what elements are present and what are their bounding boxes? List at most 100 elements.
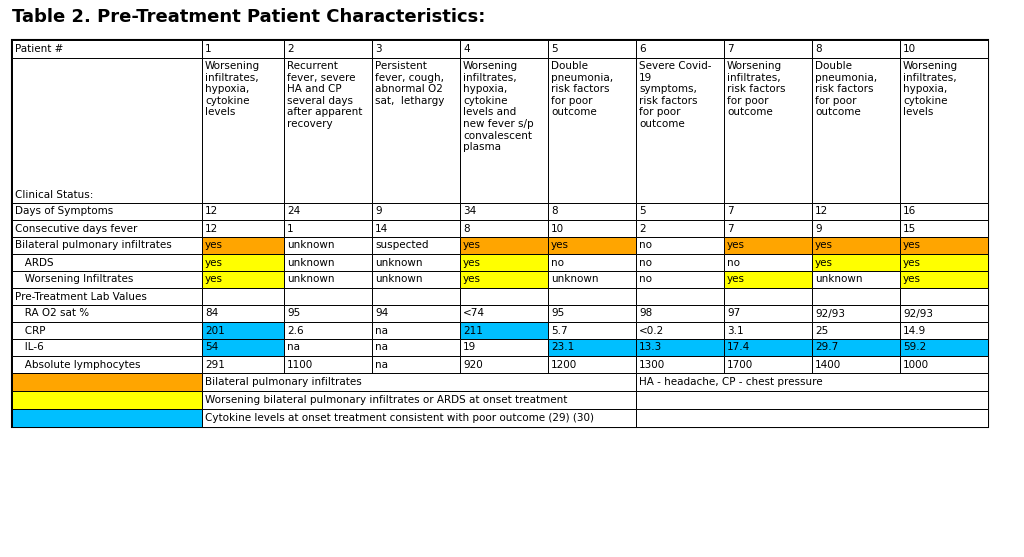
Bar <box>460 271 548 288</box>
Bar <box>202 40 284 58</box>
Text: 15: 15 <box>903 223 916 233</box>
Text: 95: 95 <box>287 309 300 319</box>
Text: na: na <box>375 343 388 353</box>
Bar <box>12 271 202 288</box>
Bar <box>372 356 460 373</box>
Text: yes: yes <box>727 241 745 251</box>
Bar <box>900 322 988 339</box>
Bar <box>372 322 460 339</box>
Bar <box>372 203 460 220</box>
Text: 4: 4 <box>463 44 470 54</box>
Bar <box>636 271 724 288</box>
Text: <0.2: <0.2 <box>639 325 665 335</box>
Text: 201: 201 <box>205 325 224 335</box>
Text: 3.1: 3.1 <box>727 325 743 335</box>
Bar <box>460 322 548 339</box>
Text: unknown: unknown <box>551 275 598 285</box>
Text: no: no <box>639 275 652 285</box>
Bar <box>460 254 548 271</box>
Text: 211: 211 <box>463 325 483 335</box>
Bar <box>12 288 202 305</box>
Bar <box>724 40 812 58</box>
Text: yes: yes <box>463 257 481 267</box>
Bar <box>202 288 284 305</box>
Bar <box>372 271 460 288</box>
Bar <box>812 305 900 322</box>
Text: 92/93: 92/93 <box>815 309 845 319</box>
Text: 1200: 1200 <box>551 359 578 369</box>
Text: no: no <box>727 257 740 267</box>
Text: <74: <74 <box>463 309 485 319</box>
Text: unknown: unknown <box>287 241 335 251</box>
Bar <box>724 356 812 373</box>
Text: Persistent
fever, cough,
abnormal O2
sat,  lethargy: Persistent fever, cough, abnormal O2 sat… <box>375 61 444 106</box>
Text: 23.1: 23.1 <box>551 343 574 353</box>
Bar <box>12 356 202 373</box>
Text: 1100: 1100 <box>287 359 313 369</box>
Bar <box>636 288 724 305</box>
Text: 7: 7 <box>727 223 733 233</box>
Bar <box>460 237 548 254</box>
Text: na: na <box>287 343 300 353</box>
Bar <box>812 220 900 237</box>
Text: 97: 97 <box>727 309 740 319</box>
Text: Worsening
infiltrates,
hypoxia,
cytokine
levels and
new fever s/p
convalescent
p: Worsening infiltrates, hypoxia, cytokine… <box>463 61 534 152</box>
Text: Worsening bilateral pulmonary infiltrates or ARDS at onset treatment: Worsening bilateral pulmonary infiltrate… <box>205 395 567 405</box>
Text: IL-6: IL-6 <box>15 343 44 353</box>
Bar <box>284 305 372 322</box>
Bar <box>724 220 812 237</box>
Bar <box>202 220 284 237</box>
Text: Double
pneumonia,
risk factors
for poor
outcome: Double pneumonia, risk factors for poor … <box>815 61 878 118</box>
Text: 19: 19 <box>463 343 476 353</box>
Bar <box>12 203 202 220</box>
Text: 5.7: 5.7 <box>551 325 567 335</box>
Text: Bilateral pulmonary infiltrates: Bilateral pulmonary infiltrates <box>205 377 361 387</box>
Text: 3: 3 <box>375 44 382 54</box>
Bar <box>202 203 284 220</box>
Bar <box>548 58 636 203</box>
Text: 12: 12 <box>205 223 218 233</box>
Text: unknown: unknown <box>375 275 423 285</box>
Bar <box>12 40 202 58</box>
Bar <box>636 339 724 356</box>
Bar <box>284 237 372 254</box>
Text: 7: 7 <box>727 44 733 54</box>
Text: Worsening
infiltrates,
hypoxia,
cytokine
levels: Worsening infiltrates, hypoxia, cytokine… <box>205 61 260 118</box>
Text: 12: 12 <box>815 207 828 217</box>
Text: no: no <box>551 257 564 267</box>
Bar <box>202 322 284 339</box>
Bar <box>460 203 548 220</box>
Bar <box>636 373 988 391</box>
Bar <box>372 288 460 305</box>
Bar <box>372 40 460 58</box>
Bar <box>724 339 812 356</box>
Bar <box>284 254 372 271</box>
Bar <box>636 40 724 58</box>
Text: 34: 34 <box>463 207 476 217</box>
Text: Patient #: Patient # <box>15 44 63 54</box>
Bar <box>202 305 284 322</box>
Text: 1400: 1400 <box>815 359 842 369</box>
Text: 94: 94 <box>375 309 388 319</box>
Bar <box>724 203 812 220</box>
Text: 8: 8 <box>551 207 558 217</box>
Text: 29.7: 29.7 <box>815 343 839 353</box>
Text: Cytokine levels at onset treatment consistent with poor outcome (29) (30): Cytokine levels at onset treatment consi… <box>205 413 594 423</box>
Text: yes: yes <box>903 241 921 251</box>
Text: 1: 1 <box>205 44 212 54</box>
Text: Absolute lymphocytes: Absolute lymphocytes <box>15 359 140 369</box>
Bar <box>548 339 636 356</box>
Text: 54: 54 <box>205 343 218 353</box>
Text: Worsening
infiltrates,
hypoxia,
cytokine
levels: Worsening infiltrates, hypoxia, cytokine… <box>903 61 958 118</box>
Bar <box>460 40 548 58</box>
Bar <box>12 305 202 322</box>
Bar <box>12 58 202 203</box>
Bar <box>812 322 900 339</box>
Text: ARDS: ARDS <box>15 257 53 267</box>
Bar <box>284 356 372 373</box>
Text: 9: 9 <box>815 223 821 233</box>
Text: yes: yes <box>727 275 745 285</box>
Bar <box>724 271 812 288</box>
Bar <box>12 409 202 427</box>
Text: 84: 84 <box>205 309 218 319</box>
